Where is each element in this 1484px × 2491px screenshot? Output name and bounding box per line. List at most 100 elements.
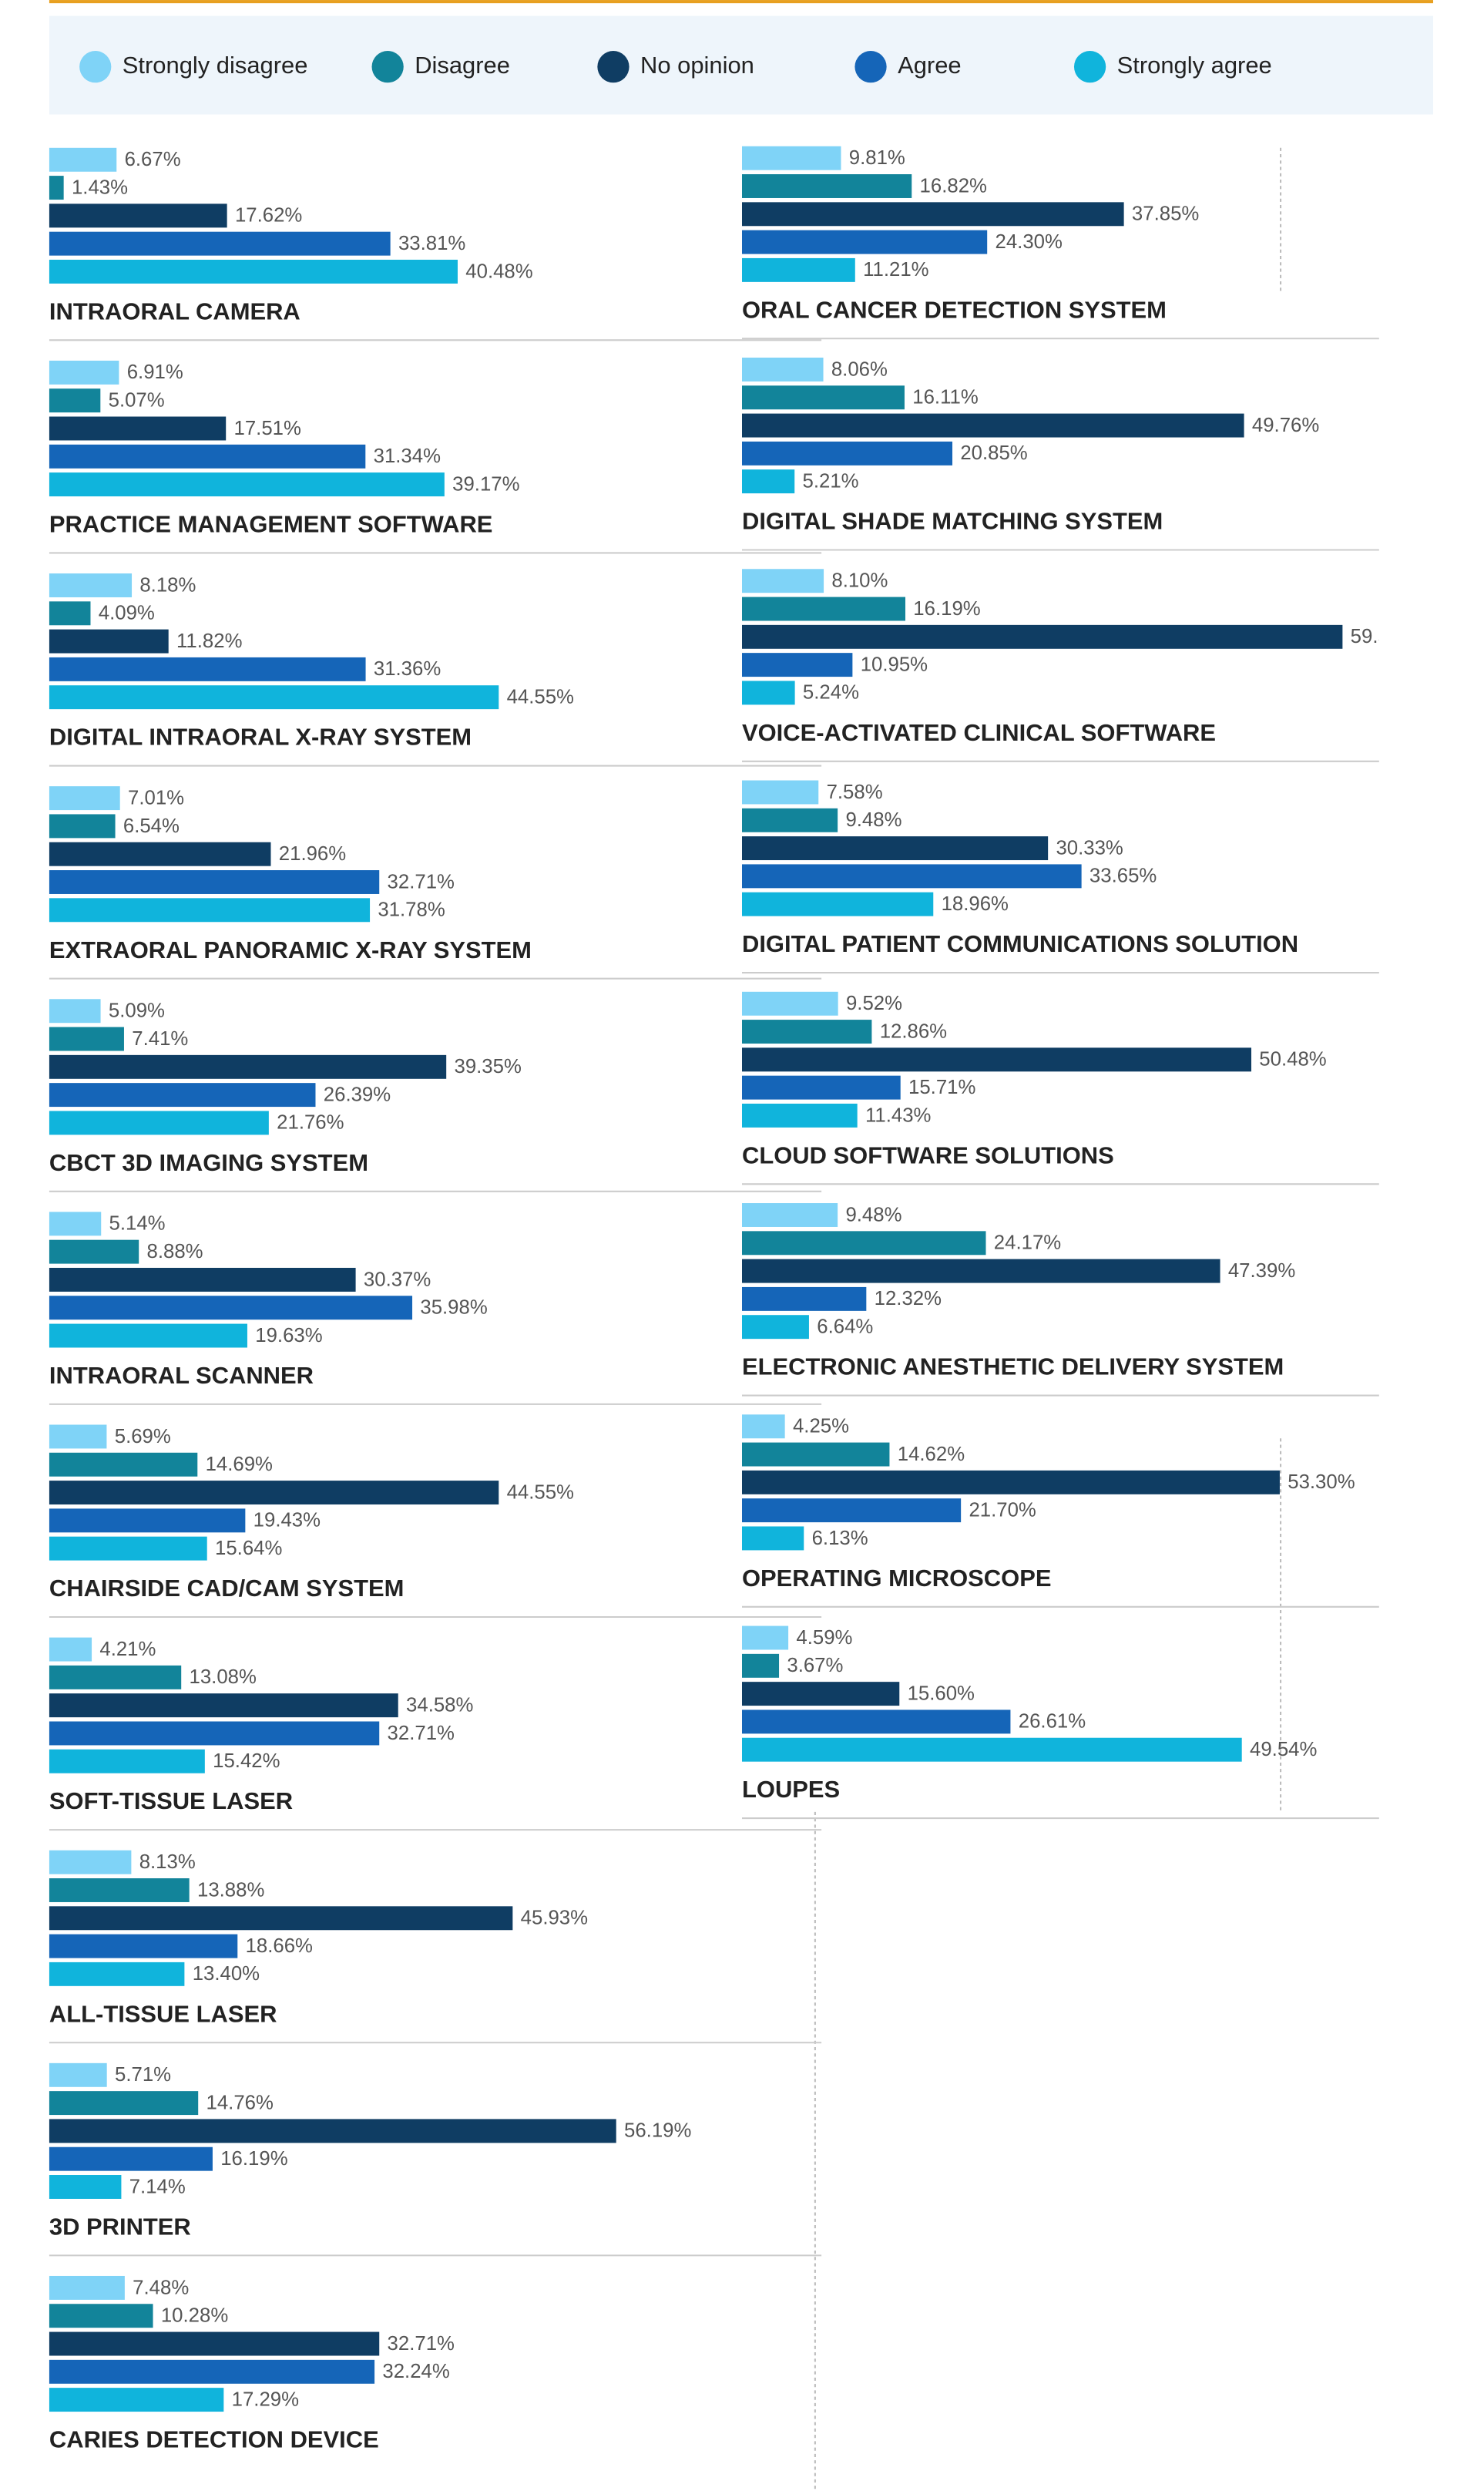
- bar: [742, 1286, 867, 1311]
- bar: [49, 786, 120, 811]
- value-label: 59.52%: [1351, 626, 1418, 647]
- bar: [49, 1323, 247, 1348]
- value-label: 8.06%: [831, 358, 888, 380]
- value-label: 49.76%: [1252, 415, 1319, 436]
- bar: [49, 2275, 125, 2300]
- panel-title: ELECTRONIC ANESTHETIC DELIVERY SYSTEM: [742, 1353, 1284, 1380]
- panel-title: CHAIRSIDE CAD/CAM SYSTEM: [49, 1575, 404, 1602]
- bar: [49, 1481, 499, 1505]
- value-label: 39.35%: [454, 1056, 521, 1077]
- panel-title: CARIES DETECTION DEVICE: [49, 2426, 379, 2453]
- legend-swatch: [597, 51, 630, 83]
- value-label: 49.54%: [1250, 1739, 1317, 1760]
- bar: [49, 472, 445, 497]
- value-label: 5.69%: [115, 1426, 171, 1447]
- bar: [49, 999, 101, 1024]
- bar: [49, 1665, 182, 1689]
- bar: [49, 2062, 107, 2087]
- value-label: 32.71%: [388, 1723, 455, 1744]
- value-label: 15.60%: [908, 1683, 975, 1704]
- value-label: 3.67%: [787, 1655, 843, 1676]
- value-label: 7.48%: [133, 2277, 189, 2298]
- value-label: 39.17%: [452, 473, 519, 495]
- value-label: 4.25%: [793, 1416, 849, 1437]
- value-label: 31.36%: [374, 658, 441, 680]
- panel-title: OPERATING MICROSCOPE: [742, 1565, 1051, 1592]
- bar: [742, 1231, 986, 1256]
- value-label: 4.09%: [99, 603, 155, 624]
- value-label: 15.71%: [908, 1077, 975, 1098]
- bar: [742, 836, 1049, 861]
- value-label: 7.01%: [128, 787, 184, 808]
- panel-title: LOUPES: [742, 1776, 840, 1803]
- bar: [49, 1296, 413, 1320]
- bar: [49, 1027, 124, 1051]
- value-label: 8.18%: [139, 574, 196, 596]
- value-label: 11.82%: [176, 630, 242, 652]
- bar: [742, 864, 1082, 889]
- legend-label: Strongly agree: [1117, 52, 1272, 79]
- bar: [49, 2119, 616, 2143]
- value-label: 31.34%: [374, 445, 441, 467]
- bar: [742, 230, 988, 254]
- value-label: 50.48%: [1259, 1049, 1326, 1071]
- bar: [49, 573, 133, 597]
- bar: [49, 259, 458, 284]
- value-label: 6.64%: [817, 1316, 873, 1338]
- value-label: 12.32%: [875, 1288, 942, 1309]
- bar: [49, 1934, 238, 1958]
- bar: [49, 629, 169, 654]
- bar: [49, 1536, 207, 1561]
- value-label: 16.19%: [913, 598, 980, 620]
- value-label: 7.58%: [827, 782, 883, 803]
- bar: [49, 1749, 205, 1773]
- bar: [742, 1653, 780, 1678]
- bar: [742, 441, 953, 466]
- bar: [742, 1075, 901, 1100]
- bar: [49, 203, 227, 228]
- bar: [49, 2146, 213, 2171]
- value-label: 24.17%: [994, 1232, 1061, 1254]
- legend: Strongly disagree Disagree No opinion Agree…: [79, 51, 1272, 83]
- bar: [742, 202, 1124, 227]
- bar: [49, 1452, 198, 1477]
- bar: [49, 814, 116, 839]
- panel-title: 3D PRINTER: [49, 2213, 191, 2240]
- value-label: 35.98%: [420, 1297, 487, 1319]
- bar: [49, 2304, 153, 2328]
- value-label: 12.86%: [880, 1020, 947, 1042]
- bar: [49, 388, 101, 413]
- value-label: 44.55%: [507, 687, 574, 708]
- bar: [49, 1878, 190, 1902]
- value-label: 10.28%: [161, 2305, 228, 2327]
- value-label: 14.69%: [206, 1454, 273, 1475]
- bar: [742, 624, 1343, 649]
- value-label: 9.52%: [846, 993, 902, 1014]
- bar: [742, 1203, 838, 1227]
- value-label: 15.42%: [213, 1750, 280, 1772]
- bar: [742, 653, 853, 677]
- bar: [49, 231, 391, 256]
- value-label: 5.24%: [803, 682, 859, 704]
- value-label: 1.43%: [72, 176, 128, 198]
- value-label: 9.48%: [845, 1204, 901, 1225]
- panel-title: CBCT 3D IMAGING SYSTEM: [49, 1149, 368, 1176]
- value-label: 7.14%: [129, 2176, 186, 2197]
- bar: [742, 1625, 789, 1650]
- value-label: 56.19%: [624, 2120, 691, 2142]
- value-label: 45.93%: [521, 1908, 588, 1929]
- value-label: 17.29%: [232, 2388, 299, 2410]
- bar: [49, 1508, 246, 1533]
- value-label: 4.59%: [796, 1627, 852, 1649]
- bar: [742, 1047, 1252, 1072]
- bar: [49, 1424, 107, 1449]
- bar: [49, 2331, 380, 2356]
- bar: [742, 146, 841, 170]
- bar: [742, 991, 838, 1016]
- value-label: 6.67%: [125, 149, 181, 170]
- value-label: 18.66%: [246, 1935, 313, 1957]
- bar: [49, 1850, 132, 1874]
- value-label: 17.51%: [234, 418, 301, 439]
- bar: [49, 1212, 102, 1236]
- bar: [742, 413, 1244, 438]
